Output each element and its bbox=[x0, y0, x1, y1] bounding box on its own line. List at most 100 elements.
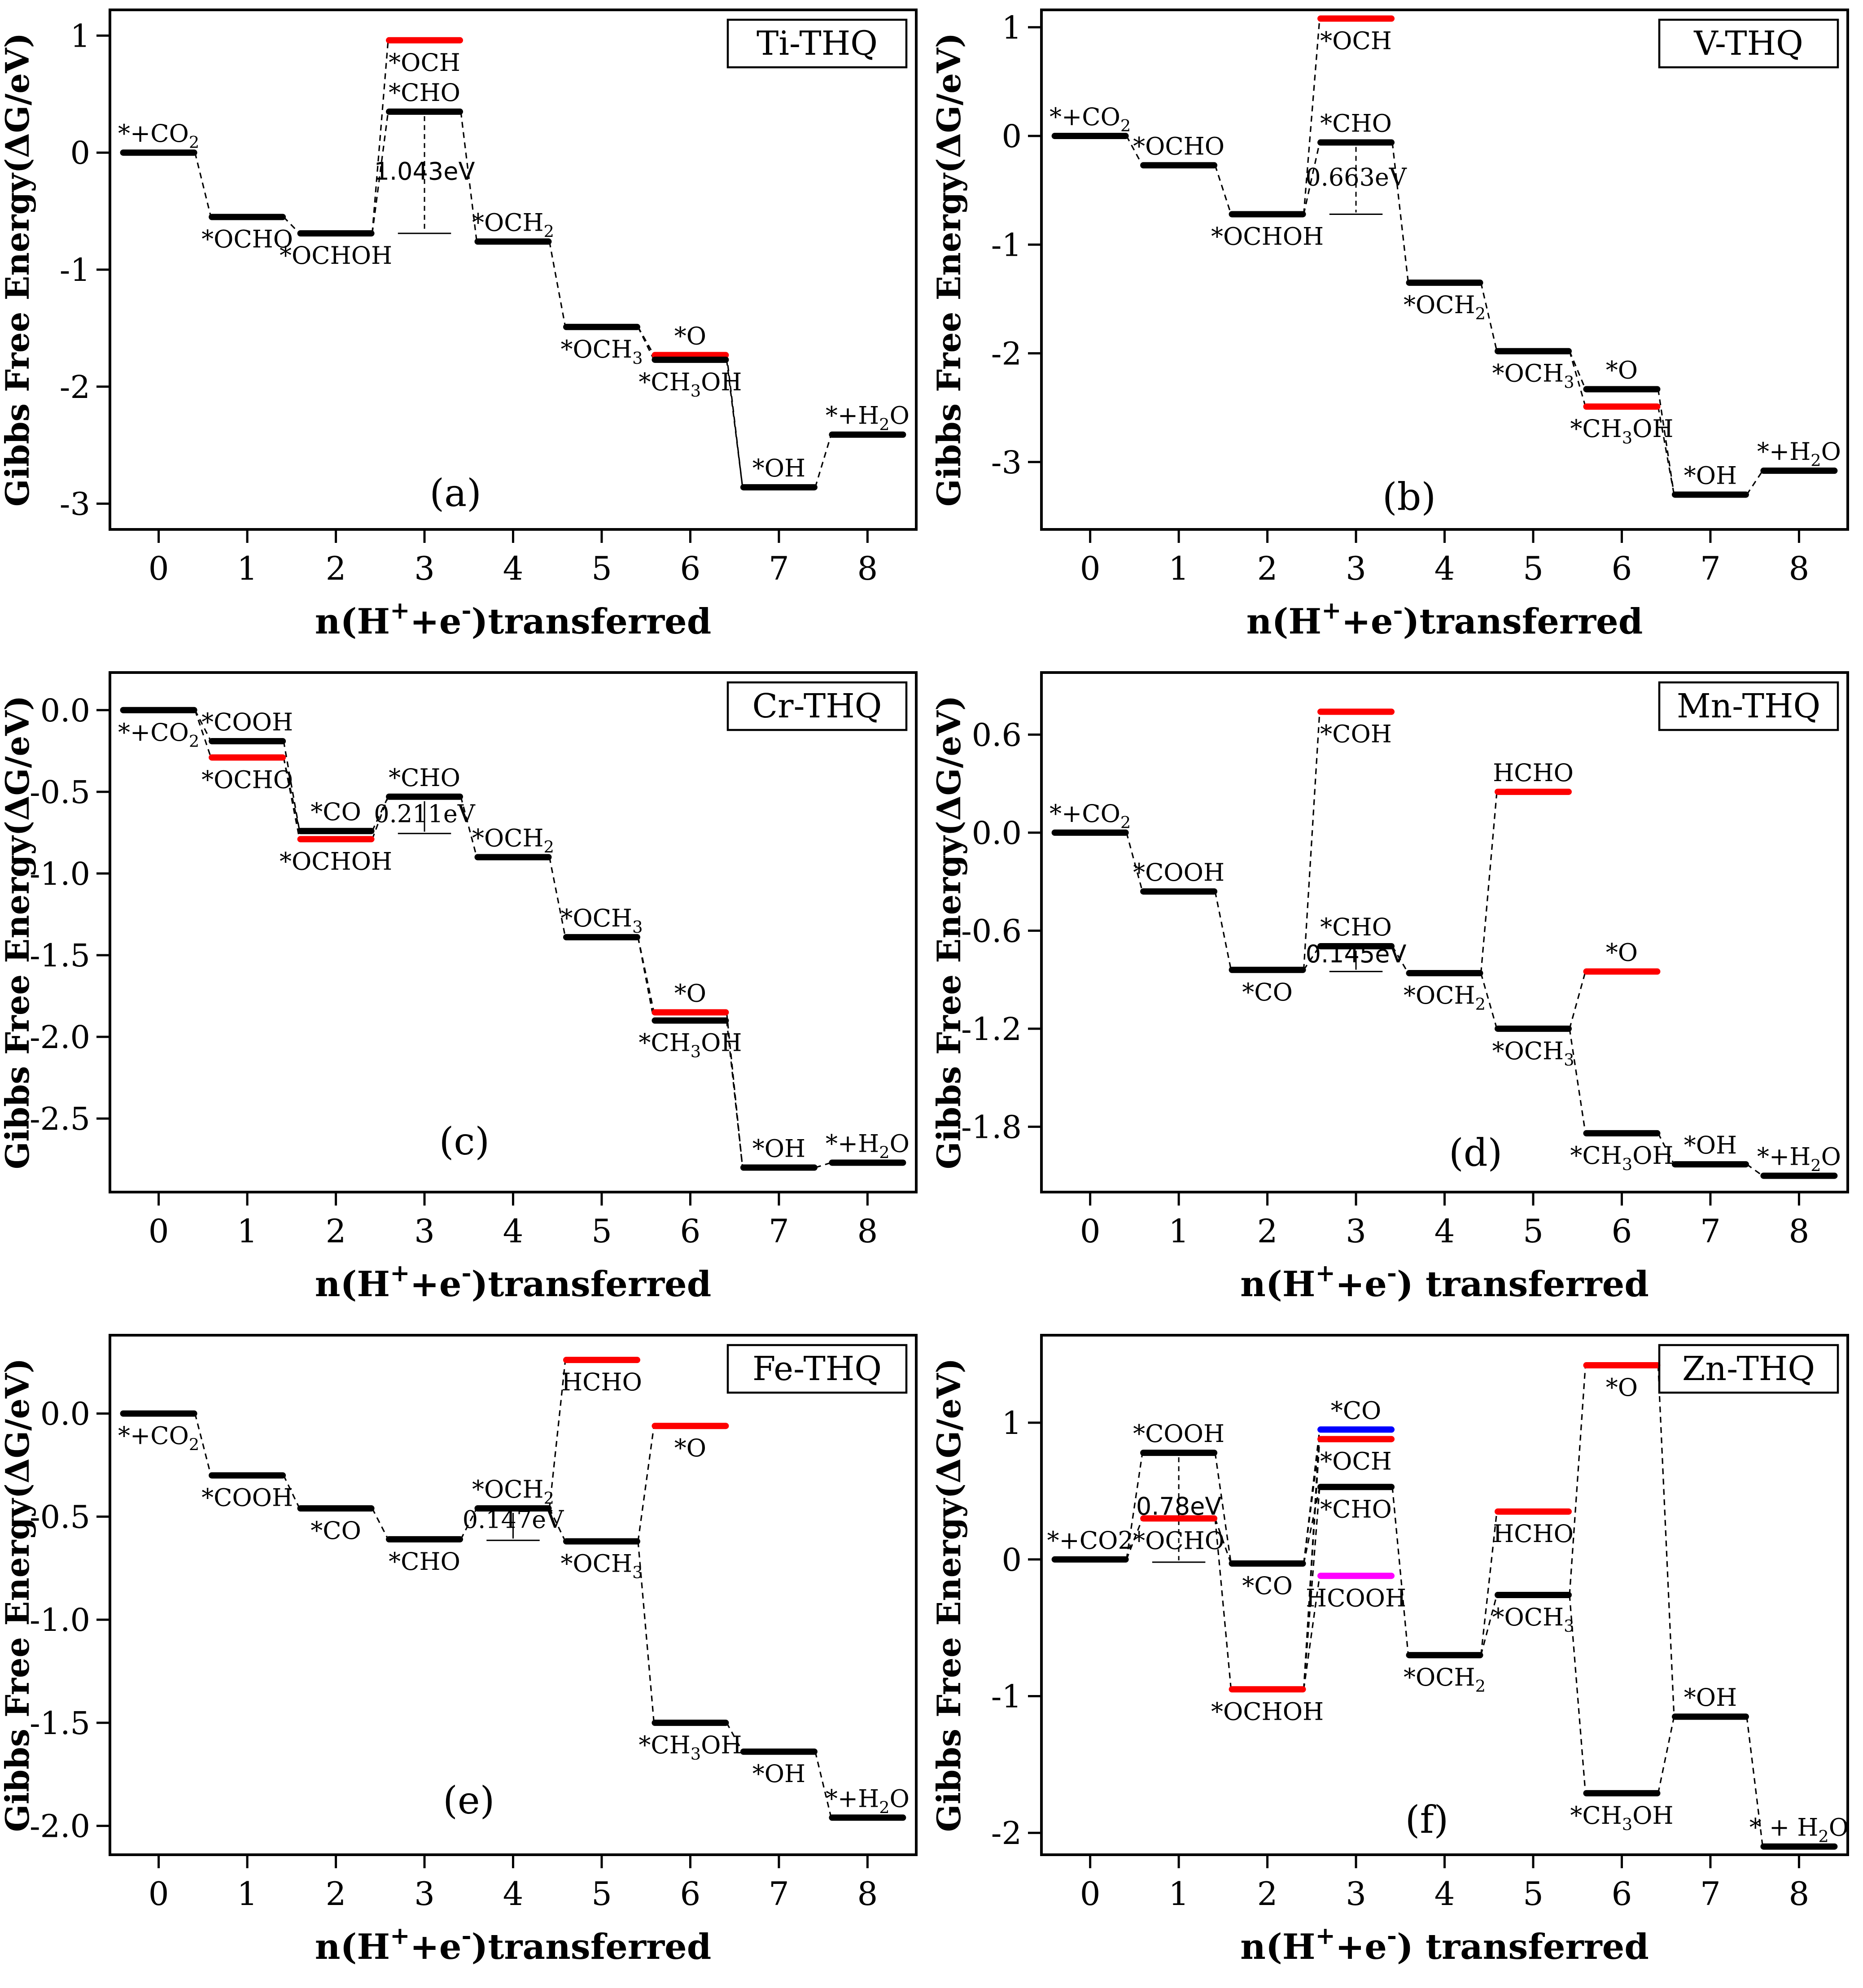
connector bbox=[1214, 891, 1232, 970]
level-label-CO2: *+CO2 bbox=[1050, 103, 1131, 135]
y-tick-label: 1 bbox=[1001, 1405, 1022, 1442]
level-label-OH: *OH bbox=[752, 1134, 805, 1162]
legend-label: Cr-THQ bbox=[752, 687, 882, 725]
level-label-HCHO: HCHO bbox=[561, 1368, 642, 1396]
connector bbox=[1391, 1487, 1409, 1656]
legend-label: V-THQ bbox=[1693, 24, 1803, 63]
x-tick-label: 2 bbox=[1257, 550, 1278, 587]
level-label-OCHOH: *OCHOH bbox=[280, 847, 392, 875]
panel-svg-a: 1.043eV *+CO2 *OCHO*OCHOH *OCH*CHO *OCH2 *OCH… bbox=[0, 9, 918, 642]
x-tick-label: 7 bbox=[769, 1212, 789, 1250]
level-label-OCH3: *OCH3 bbox=[560, 335, 643, 368]
level-label-OH: *OH bbox=[752, 454, 805, 482]
level-label-O: *O bbox=[674, 979, 706, 1007]
connector bbox=[283, 741, 301, 831]
connector bbox=[372, 796, 389, 831]
panel-c: 0.211eV *+CO2 *COOH *OCHO *CO *OCHOH *CHO *OCH2… bbox=[0, 663, 932, 1325]
legend-box bbox=[1658, 1344, 1839, 1394]
connector bbox=[1569, 971, 1586, 1029]
y-tick-label: 0.0 bbox=[40, 1396, 90, 1433]
level-label-CH3OH: *CH3OH bbox=[1570, 415, 1673, 447]
connector bbox=[548, 857, 566, 938]
level-label-CO2: *+CO2 bbox=[118, 119, 199, 152]
y-tick-label: -1.2 bbox=[961, 1011, 1022, 1048]
x-tick-label: 8 bbox=[1789, 1875, 1809, 1913]
level-label-HCOOH: HCOOH bbox=[1306, 1584, 1406, 1612]
y-tick-label: -1 bbox=[60, 252, 90, 288]
level-label-OCH3: *OCH3 bbox=[1492, 359, 1574, 392]
connector bbox=[194, 710, 212, 742]
x-tick-label: 2 bbox=[1257, 1212, 1278, 1250]
connector bbox=[548, 241, 566, 328]
plot-frame bbox=[109, 9, 918, 531]
connector bbox=[1480, 1595, 1498, 1656]
x-tick-label: 0 bbox=[1080, 1875, 1101, 1913]
connector bbox=[1303, 1439, 1321, 1564]
connector bbox=[1569, 1028, 1587, 1134]
level-label-CHO: *CHO bbox=[389, 764, 460, 792]
legend-box bbox=[726, 1344, 908, 1394]
legend-label: Ti-THQ bbox=[757, 24, 878, 63]
panel-e: 0.147eV *+CO2 *COOH *CO *CHO *OCH2 HCHO *OCH3 *O… bbox=[0, 1325, 932, 1988]
x-tick-label: 4 bbox=[1434, 550, 1455, 587]
level-label-CH3OH: *CH3OH bbox=[1570, 1801, 1673, 1834]
connector bbox=[1303, 1486, 1321, 1564]
panel-tag: (d) bbox=[1449, 1131, 1502, 1175]
level-label-OH: *OH bbox=[1684, 1683, 1737, 1712]
level-label-COOH: *COOH bbox=[201, 1483, 293, 1512]
level-label-H2O: *+H2O bbox=[826, 1784, 910, 1817]
x-tick-label: 5 bbox=[1523, 1875, 1544, 1913]
legend-label: Fe-THQ bbox=[752, 1350, 882, 1388]
panel-tag: (b) bbox=[1382, 475, 1436, 519]
y-tick-label: -0.6 bbox=[961, 913, 1022, 949]
connector bbox=[1303, 1576, 1321, 1690]
level-label-CH3OH: *CH3OH bbox=[1570, 1141, 1673, 1174]
x-tick-label: 8 bbox=[857, 1212, 878, 1250]
y-tick-label: 0 bbox=[70, 135, 90, 171]
y-tick-label: 1 bbox=[1001, 9, 1022, 46]
x-tick-label: 4 bbox=[503, 550, 524, 587]
x-tick-label: 4 bbox=[503, 1212, 524, 1250]
level-label-O: *O bbox=[1606, 938, 1638, 966]
y-tick-label: -2 bbox=[60, 369, 90, 406]
connector bbox=[726, 359, 743, 488]
connector bbox=[1214, 165, 1232, 214]
x-tick-label: 1 bbox=[237, 1212, 258, 1250]
level-label-CO2: *+CO2 bbox=[1050, 800, 1131, 832]
connector bbox=[1569, 1595, 1587, 1793]
level-label-OH: *OH bbox=[752, 1760, 805, 1788]
connector bbox=[1657, 1365, 1675, 1717]
x-tick-label: 8 bbox=[1789, 550, 1809, 587]
x-tick-label: 0 bbox=[1080, 550, 1101, 587]
level-label-O: *O bbox=[674, 1434, 706, 1462]
x-tick-label: 4 bbox=[503, 1875, 524, 1913]
barrier-label: 0.663eV bbox=[1305, 163, 1407, 192]
level-label-H2O: *+H2O bbox=[1757, 1143, 1841, 1175]
x-axis-label: n(H++e-)transferred bbox=[315, 1922, 711, 1967]
x-tick-label: 6 bbox=[680, 550, 701, 587]
y-tick-label: 0 bbox=[1001, 118, 1022, 155]
level-label-OCHO: *OCHO bbox=[201, 765, 293, 794]
level-label-OCHOH: *OCHOH bbox=[1211, 1697, 1324, 1726]
level-label-CH3OH: *CH3OH bbox=[638, 1731, 742, 1764]
y-tick-label: 0.0 bbox=[972, 815, 1022, 852]
connector bbox=[814, 434, 832, 488]
y-axis-label: Gibbs Free Energy(ΔG/eV) bbox=[0, 695, 36, 1169]
level-label-HCHO: HCHO bbox=[1493, 1520, 1574, 1548]
y-tick-label: 0.0 bbox=[40, 692, 90, 729]
panel-f: 0.78eV *+CO2 *COOH *OCHO *CO *OCHOH *CO *OCH *CH… bbox=[932, 1325, 1863, 1988]
x-tick-label: 7 bbox=[769, 1875, 789, 1913]
level-label-OCH2: *OCH2 bbox=[472, 824, 554, 856]
y-tick-label: -1.0 bbox=[30, 856, 90, 892]
connector bbox=[1480, 1511, 1498, 1656]
level-label-H2O: * + H2O bbox=[1749, 1813, 1849, 1846]
connector bbox=[1746, 1717, 1763, 1847]
y-axis-label: Gibbs Free Energy(ΔG/eV) bbox=[0, 1358, 36, 1832]
connector bbox=[1303, 946, 1321, 970]
connector bbox=[1214, 1452, 1232, 1564]
x-tick-label: 1 bbox=[1168, 1212, 1189, 1250]
x-tick-label: 5 bbox=[1523, 550, 1544, 587]
x-tick-label: 2 bbox=[326, 1212, 346, 1250]
level-label-COOH: *COOH bbox=[201, 708, 293, 736]
